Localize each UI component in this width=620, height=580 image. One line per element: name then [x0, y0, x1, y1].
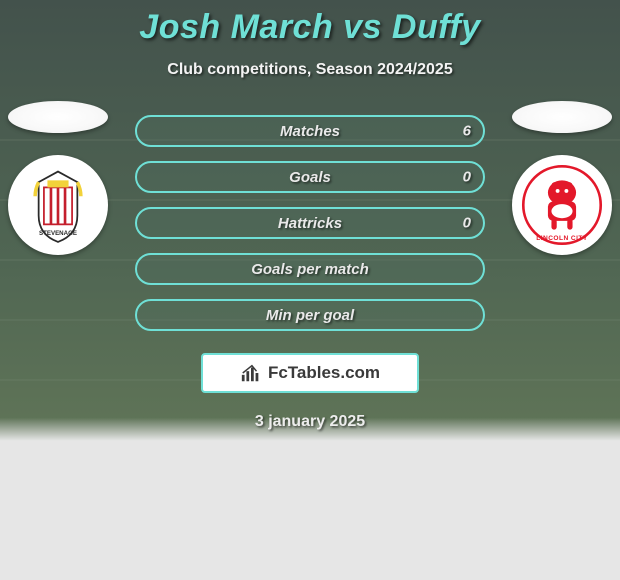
- stat-list: Matches 6 Goals 0 Hattricks 0 Goals per …: [135, 115, 485, 331]
- stat-label: Min per goal: [266, 307, 354, 324]
- svg-text:STEVENAGE: STEVENAGE: [39, 230, 77, 237]
- stat-label: Goals per match: [251, 261, 369, 278]
- stat-right-value: 0: [463, 169, 471, 186]
- player-right-avatar: [512, 101, 612, 133]
- comparison-subtitle: Club competitions, Season 2024/2025: [0, 61, 620, 79]
- stat-label: Goals: [289, 169, 331, 186]
- comparison-arena: STEVENAGE: [0, 115, 620, 431]
- club-left-crest: STEVENAGE: [8, 155, 108, 255]
- player-left-avatar: [8, 101, 108, 133]
- snapshot-date: 3 january 2025: [0, 413, 620, 431]
- brand-label: FcTables.com: [268, 363, 380, 383]
- brand-chart-icon: [240, 362, 262, 384]
- stat-row-goals: Goals 0: [135, 161, 485, 193]
- stat-row-goals-per-match: Goals per match: [135, 253, 485, 285]
- stat-row-min-per-goal: Min per goal: [135, 299, 485, 331]
- stat-right-value: 0: [463, 215, 471, 232]
- stat-label: Matches: [280, 123, 340, 140]
- comparison-title: Josh March vs Duffy: [0, 8, 620, 47]
- brand-box: FcTables.com: [201, 353, 419, 393]
- stat-row-matches: Matches 6: [135, 115, 485, 147]
- stat-label: Hattricks: [278, 215, 342, 232]
- stat-row-hattricks: Hattricks 0: [135, 207, 485, 239]
- stat-right-value: 6: [463, 123, 471, 140]
- player-left-column: STEVENAGE: [8, 101, 108, 255]
- player-right-column: LINCOLN CITY: [512, 101, 612, 255]
- club-right-crest: LINCOLN CITY: [512, 155, 612, 255]
- svg-text:LINCOLN CITY: LINCOLN CITY: [536, 235, 588, 242]
